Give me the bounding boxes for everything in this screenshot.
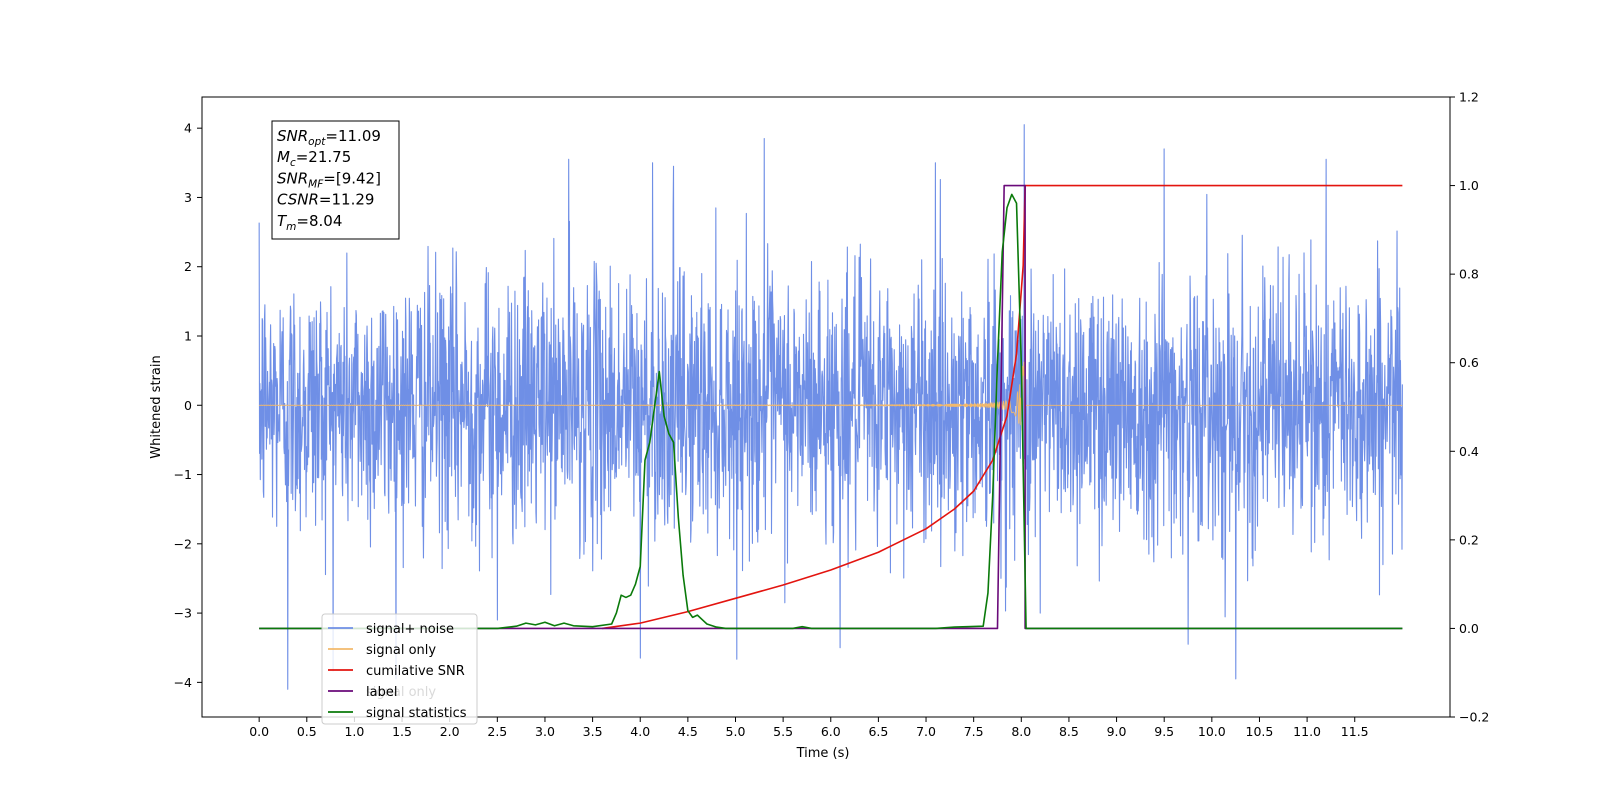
y-tick-label: 4 <box>184 121 192 136</box>
annotation-value: =8.04 <box>296 212 342 230</box>
legend-ghost-label: signal only <box>366 685 436 700</box>
x-tick-label: 8.0 <box>1011 724 1031 739</box>
annotation-subscript: MF <box>308 178 324 190</box>
legend-label: signal+ noise <box>366 622 454 637</box>
annotation-subscript: c <box>290 157 296 169</box>
annotation-value: =[9.42] <box>323 169 381 187</box>
annotation-symbol: M <box>277 148 290 166</box>
y-axis-title: Whitened strain <box>149 355 164 458</box>
y2-tick-label: 0.6 <box>1459 355 1479 370</box>
y2-tick-label: 1.2 <box>1459 90 1479 105</box>
annotation-box: SNRopt=11.09Mc=21.75SNRMF=[9.42]CSNR=11.… <box>271 120 400 240</box>
annotation-line: CSNR=11.29 <box>277 191 374 209</box>
x-tick-label: 0.0 <box>249 724 269 739</box>
x-tick-label: 10.5 <box>1246 724 1274 739</box>
x-tick-label: 6.5 <box>868 724 888 739</box>
y-tick-label: −2 <box>174 536 192 551</box>
x-tick-label: 7.0 <box>916 724 936 739</box>
x-tick-label: 11.0 <box>1293 724 1321 739</box>
axes: 0.0 0.5 1.0 1.5 2.0 2.5 3.0 3.5 4.0 4.5 5.0 5.5 6.0 6… <box>174 90 1490 740</box>
annotation-line: Tm=8.04 <box>277 212 342 233</box>
x-tick-label: 4.5 <box>678 724 698 739</box>
x-tick-label: 1.0 <box>344 724 364 739</box>
x-tick-label: 5.0 <box>726 724 746 739</box>
annotation-line: SNRMF=[9.42] <box>277 169 381 190</box>
legend-label: signal only <box>366 643 436 658</box>
y2-tick-label: 0.4 <box>1459 444 1479 459</box>
x-tick-label: 5.5 <box>773 724 793 739</box>
series-signal-only <box>258 361 1403 466</box>
y-tick-label: 3 <box>184 190 192 205</box>
annotation-symbol: T <box>277 212 288 230</box>
annotation-value: =11.09 <box>325 127 381 145</box>
x-tick-label: 8.5 <box>1059 724 1079 739</box>
x-axis-title: Time (s) <box>796 746 850 761</box>
x-tick-label: 1.5 <box>392 724 412 739</box>
y-tick-label: 2 <box>184 259 192 274</box>
y-tick-label: −4 <box>174 675 192 690</box>
annotation-subscript: opt <box>308 136 326 148</box>
x-tick-label: 9.0 <box>1107 724 1127 739</box>
x-tick-label: 4.0 <box>630 724 650 739</box>
annotation-subscript: m <box>286 221 296 233</box>
series-signal-noise <box>258 124 1403 690</box>
x-tick-label: 10.0 <box>1198 724 1226 739</box>
series-signal-statistics <box>259 193 1403 630</box>
annotation-symbol: SNR <box>277 169 308 187</box>
y2-tick-label: −0.2 <box>1459 710 1489 725</box>
annotation-value: =21.75 <box>296 148 352 166</box>
legend-frame <box>321 613 478 725</box>
annotation-frame <box>271 120 400 240</box>
x-tick-label: 3.0 <box>535 724 555 739</box>
plot-frame <box>201 96 1451 718</box>
y-tick-label: −3 <box>174 606 192 621</box>
x-tick-label: 6.0 <box>821 724 841 739</box>
x-tick-label: 3.5 <box>583 724 603 739</box>
y2-tick-label: 0.8 <box>1459 267 1479 282</box>
y2-tick-label: 0.2 <box>1459 532 1479 547</box>
legend: signal only signal+ noise signal only cumil… <box>321 613 478 725</box>
y2-tick-label: 0.0 <box>1459 621 1479 636</box>
annotation-line: SNRopt=11.09 <box>277 127 381 148</box>
annotation-line: Mc=21.75 <box>277 148 351 169</box>
y-tick-label: 1 <box>184 328 192 343</box>
annotation-value: =11.29 <box>319 191 375 209</box>
annotation-symbol: CSNR <box>277 191 319 209</box>
legend-label: signal statistics <box>366 706 467 721</box>
y-tick-label: 0 <box>184 398 192 413</box>
plot-area <box>258 124 1403 690</box>
x-tick-label: 9.5 <box>1154 724 1174 739</box>
annotation-symbol: SNR <box>277 127 308 145</box>
x-tick-label: 0.5 <box>297 724 317 739</box>
x-tick-label: 7.5 <box>964 724 984 739</box>
y2-tick-label: 1.0 <box>1459 178 1479 193</box>
legend-label: label <box>366 685 397 700</box>
legend-label: cumilative SNR <box>366 664 465 679</box>
x-tick-label: 2.0 <box>440 724 460 739</box>
x-tick-label: 2.5 <box>487 724 507 739</box>
x-tick-label: 11.5 <box>1341 724 1369 739</box>
y-tick-label: −1 <box>174 467 192 482</box>
